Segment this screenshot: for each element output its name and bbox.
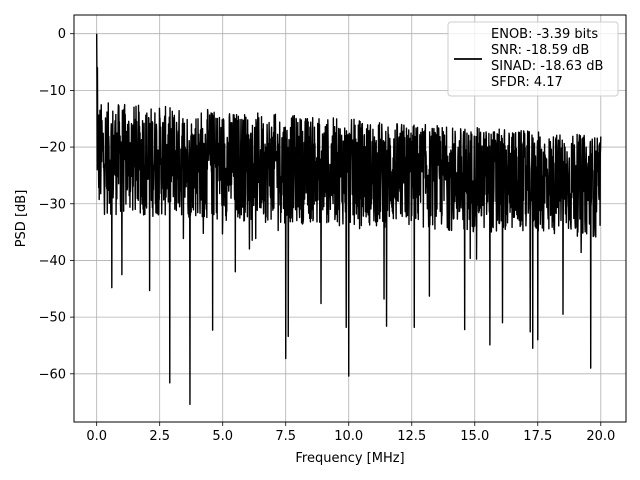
series-layer [95, 33, 602, 406]
legend-text-line: SINAD: -18.63 dB [491, 59, 603, 74]
y-tick-label: −10 [39, 84, 66, 99]
legend-text-line: SNR: -18.59 dB [491, 43, 589, 58]
psd-series-line [95, 33, 602, 406]
y-axis-label: PSD [dB] [14, 190, 29, 248]
x-tick-label: 5.0 [212, 429, 233, 444]
x-axis: 0.0 2.5 5.0 7.5 10.0 12.5 15.0 17.5 20.0 [86, 422, 615, 444]
x-tick-label: 2.5 [149, 429, 170, 444]
x-tick-label: 20.0 [586, 429, 615, 444]
y-tick-label: −40 [39, 254, 66, 269]
x-tick-label: 15.0 [460, 429, 489, 444]
x-tick-label: 17.5 [523, 429, 552, 444]
y-axis: 0 −10 −20 −30 −40 −50 −60 [39, 27, 74, 382]
y-tick-label: −60 [39, 367, 66, 382]
y-tick-label: −30 [39, 197, 66, 212]
y-tick-label: −20 [39, 141, 66, 156]
legend-box [447, 21, 619, 97]
y-tick-label: −50 [39, 311, 66, 326]
plot-frame [73, 14, 627, 423]
x-tick-label: 7.5 [275, 429, 296, 444]
x-tick-label: 0.0 [86, 429, 107, 444]
x-axis-label: Frequency [MHz] [295, 451, 404, 466]
legend-text-line: SFDR: 4.17 [491, 75, 563, 90]
legend-text-line: ENOB: -3.39 bits [491, 27, 598, 42]
y-tick-label: 0 [58, 27, 66, 42]
x-tick-label: 12.5 [397, 429, 426, 444]
x-tick-label: 10.0 [334, 429, 363, 444]
